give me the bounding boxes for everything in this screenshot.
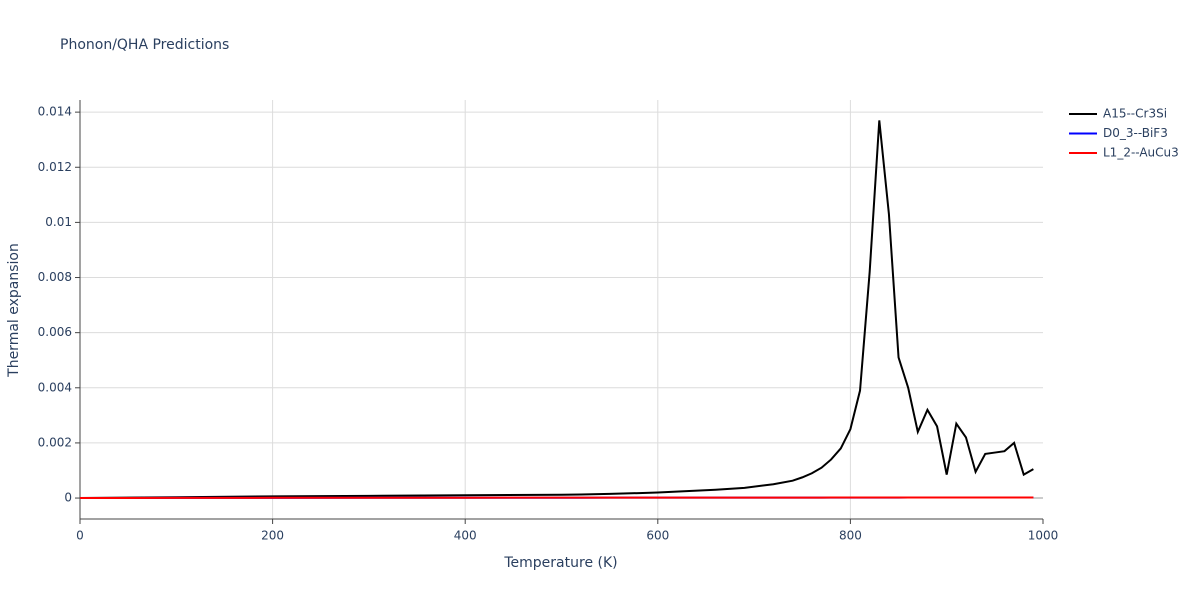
legend-label: D0_3--BiF3 bbox=[1103, 126, 1168, 140]
series-line bbox=[79, 120, 1034, 500]
legend-label: L1_2--AuCu3 bbox=[1103, 146, 1179, 160]
y-tick-label: 0.012 bbox=[38, 160, 72, 174]
y-tick-label: 0.008 bbox=[38, 270, 72, 284]
x-axis-label: Temperature (K) bbox=[503, 555, 617, 571]
x-tick-label: 1000 bbox=[1028, 529, 1059, 543]
y-tick-label: 0.004 bbox=[38, 380, 72, 394]
y-tick-label: 0.002 bbox=[38, 435, 72, 449]
x-tick-label: 800 bbox=[839, 529, 862, 543]
x-tick-label: 600 bbox=[646, 529, 669, 543]
y-tick-label: 0.014 bbox=[38, 105, 72, 119]
series-line bbox=[79, 496, 1034, 500]
legend-label: A15--Cr3Si bbox=[1103, 107, 1167, 121]
chart-title: Phonon/QHA Predictions bbox=[60, 37, 229, 53]
y-tick-label: 0 bbox=[64, 491, 72, 505]
y-tick-label: 0.01 bbox=[45, 215, 72, 229]
x-tick-label: 0 bbox=[76, 529, 84, 543]
x-tick-label: 200 bbox=[261, 529, 284, 543]
x-tick-label: 400 bbox=[454, 529, 477, 543]
y-axis-label: Thermal expansion bbox=[6, 243, 22, 378]
y-tick-label: 0.006 bbox=[38, 325, 72, 339]
